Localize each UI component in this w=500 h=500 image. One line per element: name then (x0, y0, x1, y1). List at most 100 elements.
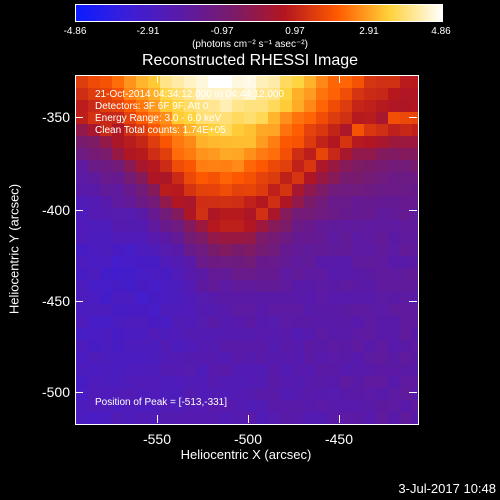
image-pixel (292, 244, 305, 257)
image-pixel (364, 124, 377, 137)
image-pixel (88, 256, 101, 269)
image-pixel (364, 172, 377, 185)
image-pixel (292, 88, 305, 101)
image-pixel (292, 388, 305, 401)
image-pixel (148, 124, 161, 137)
image-pixel (364, 256, 377, 269)
image-pixel (112, 136, 125, 149)
image-pixel (220, 136, 233, 149)
image-pixel (112, 196, 125, 209)
x-tick (248, 75, 249, 83)
image-pixel (208, 292, 221, 305)
image-pixel (220, 280, 233, 293)
image-pixel (208, 88, 221, 101)
image-pixel (316, 100, 329, 113)
image-pixel (136, 196, 149, 209)
colorbar-tick-label: 0.97 (285, 26, 305, 37)
image-pixel (136, 208, 149, 221)
image-pixel (304, 232, 317, 245)
image-pixel (160, 268, 173, 281)
image-pixel (232, 172, 245, 185)
image-pixel (412, 376, 418, 389)
image-pixel (364, 388, 377, 401)
image-pixel (160, 352, 173, 365)
x-tick (339, 415, 340, 423)
image-pixel (400, 280, 413, 293)
image-pixel (316, 232, 329, 245)
image-pixel (232, 388, 245, 401)
image-pixel (244, 268, 257, 281)
image-pixel (328, 184, 341, 197)
image-pixel (316, 316, 329, 329)
image-pixel (412, 160, 418, 173)
image-pixel (100, 316, 113, 329)
image-pixel (376, 148, 389, 161)
image-pixel (244, 112, 257, 125)
image-pixel (292, 196, 305, 209)
image-pixel (220, 292, 233, 305)
image-pixel (280, 232, 293, 245)
image-pixel (340, 136, 353, 149)
image-pixel (352, 328, 365, 341)
image-pixel (328, 88, 341, 101)
image-pixel (232, 232, 245, 245)
image-pixel (256, 124, 269, 137)
image-pixel (136, 136, 149, 149)
image-pixel (244, 244, 257, 257)
image-pixel (400, 76, 413, 89)
image-pixel (208, 148, 221, 161)
image-pixel (352, 172, 365, 185)
image-pixel (220, 232, 233, 245)
image-pixel (340, 112, 353, 125)
image-pixel (352, 112, 365, 125)
image-pixel (256, 352, 269, 365)
image-pixel (328, 364, 341, 377)
image-pixel (220, 400, 233, 413)
image-pixel (304, 208, 317, 221)
image-pixel (328, 112, 341, 125)
image-pixel (100, 352, 113, 365)
image-pixel (304, 316, 317, 329)
image-pixel (376, 256, 389, 269)
image-pixel (400, 88, 413, 101)
image-pixel (268, 376, 281, 389)
image-pixel (376, 160, 389, 173)
image-pixel (196, 256, 209, 269)
image-pixel (160, 280, 173, 293)
image-pixel (328, 208, 341, 221)
image-pixel (220, 328, 233, 341)
image-pixel (292, 340, 305, 353)
image-pixel (400, 268, 413, 281)
image-pixel (400, 340, 413, 353)
image-pixel (196, 184, 209, 197)
image-pixel (148, 268, 161, 281)
image-pixel (364, 364, 377, 377)
image-pixel (172, 388, 185, 401)
image-pixel (232, 256, 245, 269)
image-pixel (364, 148, 377, 161)
image-pixel (352, 100, 365, 113)
image-pixel (88, 136, 101, 149)
image-pixel (76, 316, 89, 329)
image-pixel (184, 304, 197, 317)
image-pixel (100, 400, 113, 413)
image-pixel (148, 364, 161, 377)
image-pixel (364, 160, 377, 173)
image-pixel (244, 304, 257, 317)
image-pixel (352, 340, 365, 353)
image-pixel (160, 232, 173, 245)
image-pixel (136, 292, 149, 305)
image-pixel (268, 412, 281, 424)
image-pixel (280, 124, 293, 137)
image-pixel (256, 256, 269, 269)
image-pixel (184, 172, 197, 185)
image-pixel (232, 244, 245, 257)
image-pixel (328, 400, 341, 413)
image-pixel (412, 124, 418, 137)
image-pixel (412, 364, 418, 377)
image-pixel (112, 364, 125, 377)
image-pixel (412, 388, 418, 401)
image-pixel (76, 280, 89, 293)
image-pixel (412, 136, 418, 149)
image-pixel (268, 136, 281, 149)
